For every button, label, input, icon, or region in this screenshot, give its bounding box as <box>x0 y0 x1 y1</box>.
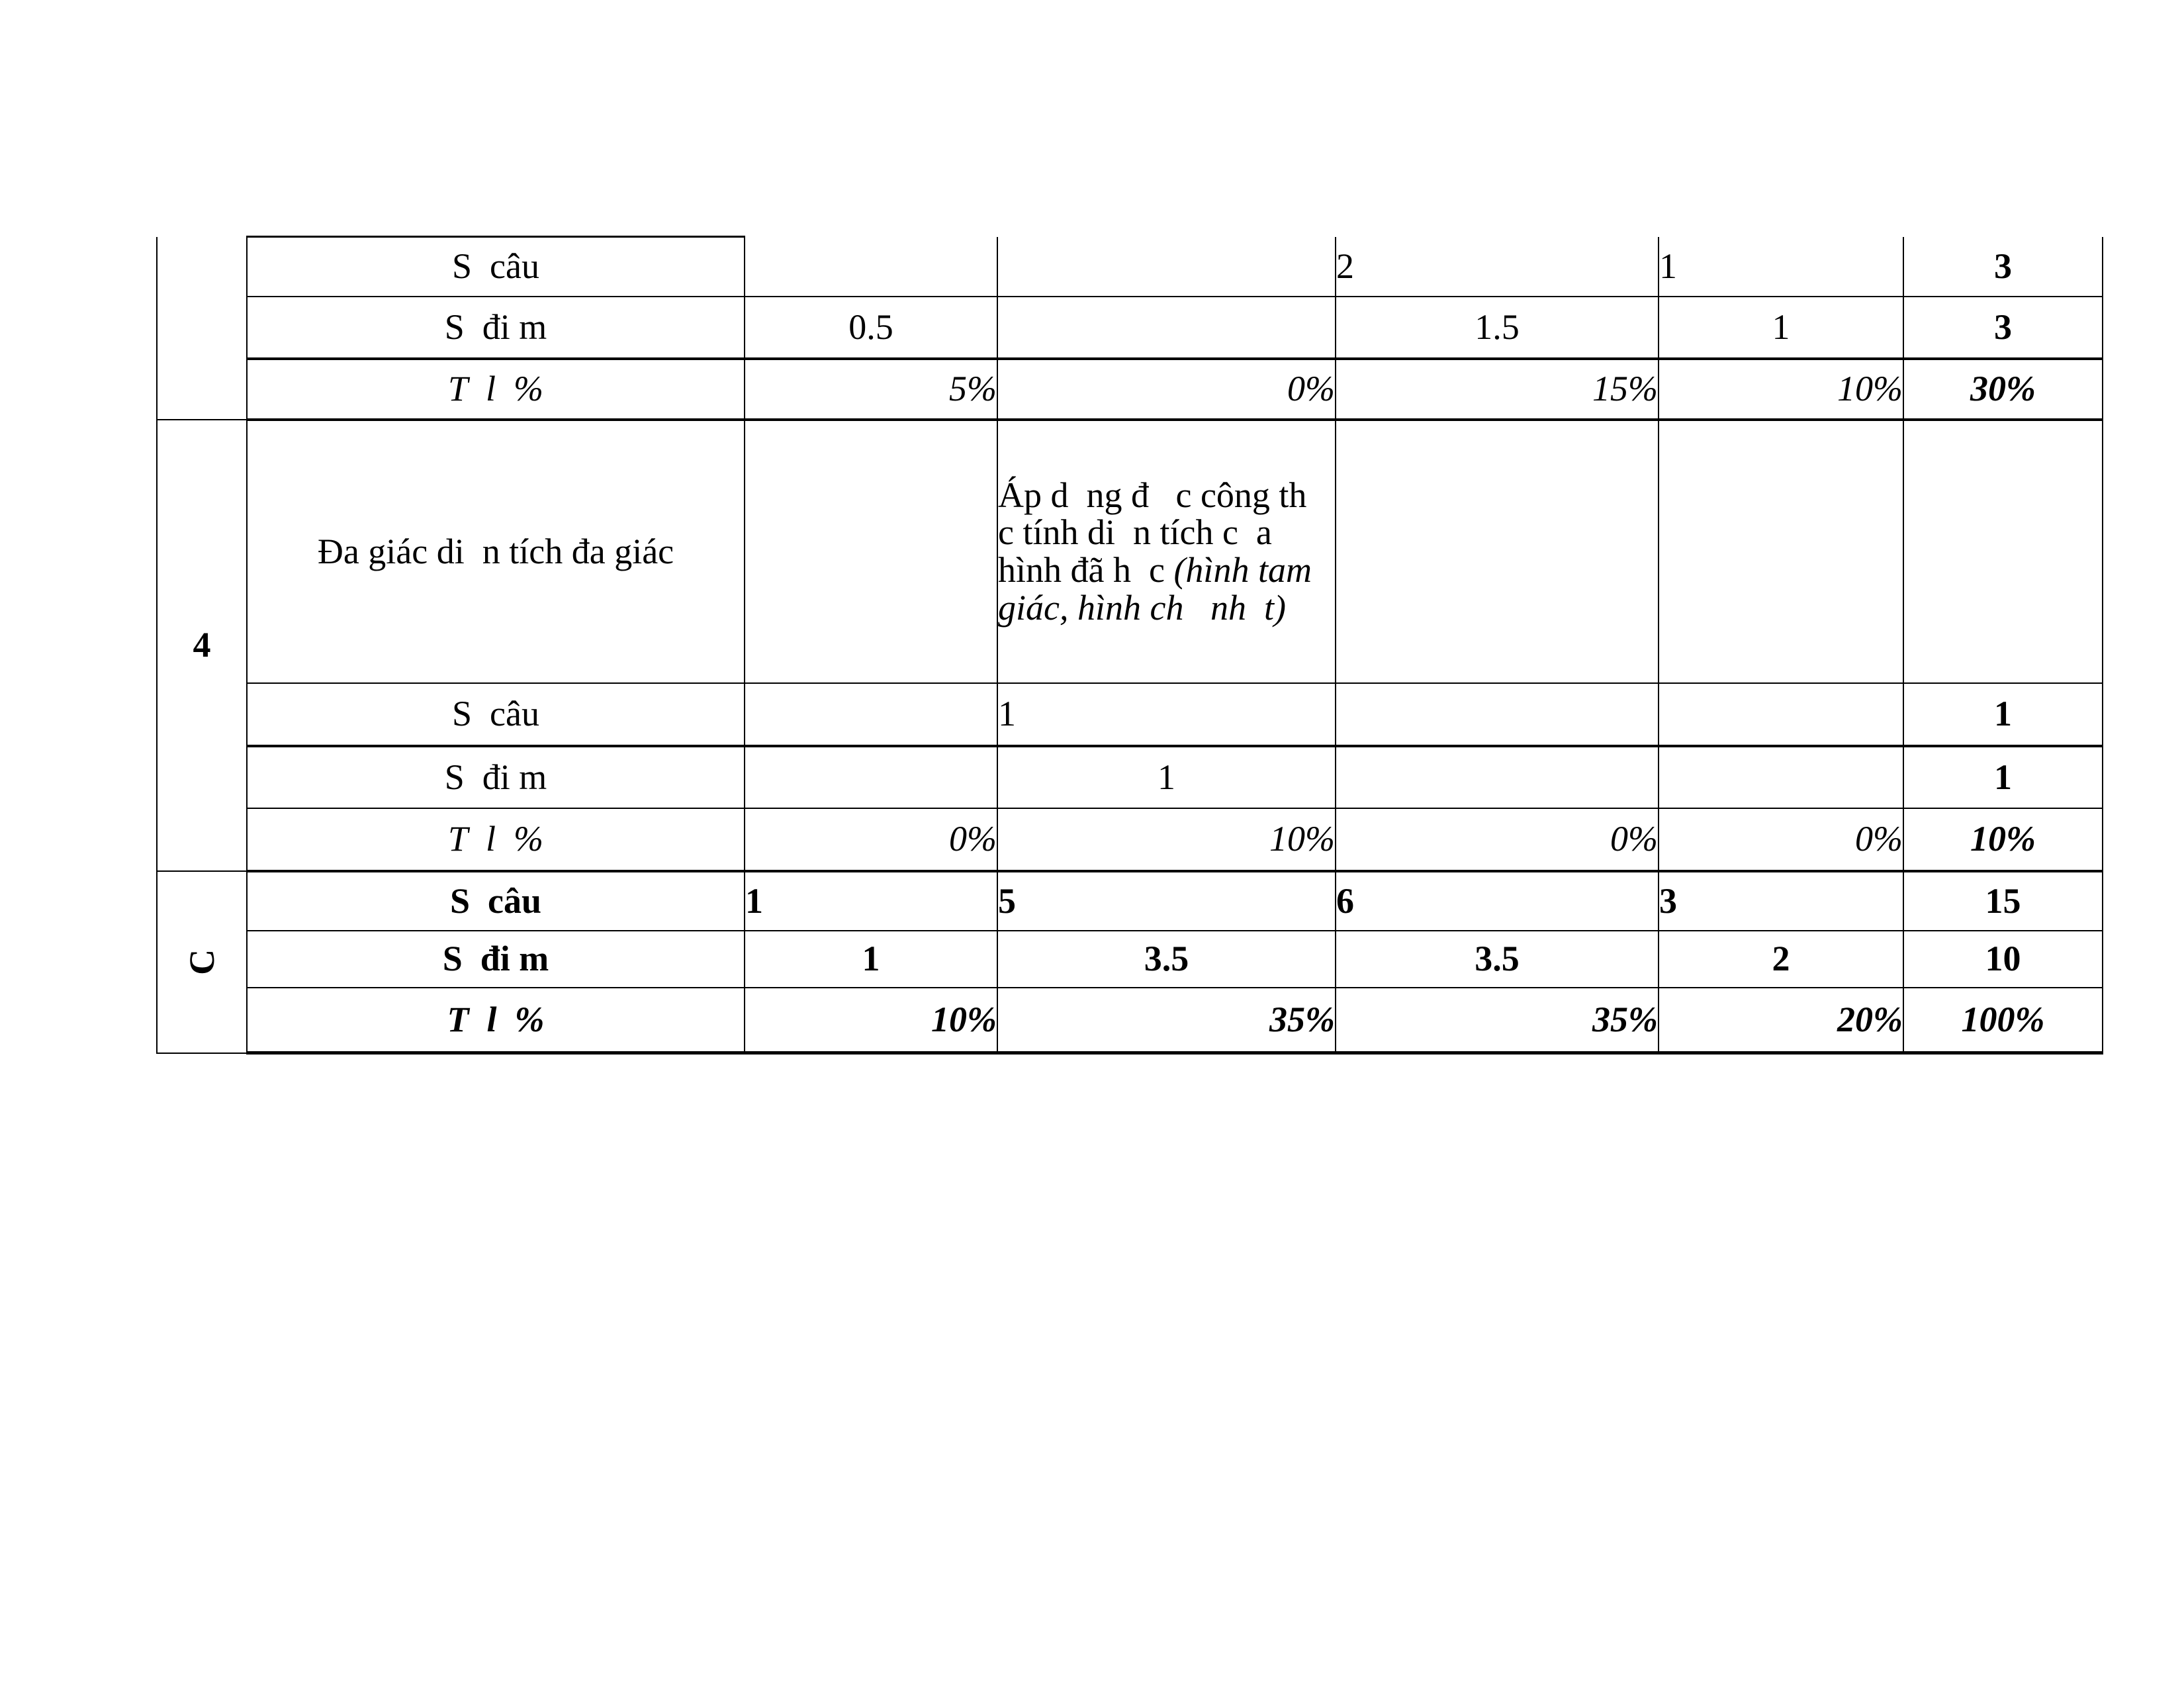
row-label: T l % <box>246 986 745 1055</box>
value-cell: 0% <box>1658 807 1904 872</box>
total-cell: 3 <box>1903 236 2103 297</box>
value-cell: 20% <box>1658 986 1904 1055</box>
total-cell: 30% <box>1903 357 2103 421</box>
value-cell <box>1335 745 1659 809</box>
value-cell: 1 <box>1658 295 1904 360</box>
value-cell: 1 <box>997 682 1336 747</box>
value-cell <box>744 418 998 684</box>
section-number-cell: 4 <box>156 418 248 872</box>
exam-matrix-table: S câu 2 1 3 S đi m 0.5 1.5 1 3 T l % 5% … <box>156 236 2103 1055</box>
row-label: S đi m <box>246 295 745 360</box>
value-cell: 10% <box>997 807 1336 872</box>
value-cell: 5% <box>744 357 998 421</box>
value-cell <box>744 682 998 747</box>
total-section-letter-cell: C <box>156 870 248 1054</box>
row-label: S câu <box>246 682 745 747</box>
value-cell <box>1335 418 1659 684</box>
value-cell: 35% <box>997 986 1336 1055</box>
value-cell: 15% <box>1335 357 1659 421</box>
value-cell: 1.5 <box>1335 295 1659 360</box>
value-cell <box>744 236 998 297</box>
value-cell: 3.5 <box>997 929 1336 988</box>
value-cell <box>744 745 998 809</box>
row-label: T l % <box>246 807 745 872</box>
total-cell: 1 <box>1903 682 2103 747</box>
total-cell <box>1903 418 2103 684</box>
total-cell: 3 <box>1903 295 2103 360</box>
value-cell: 6 <box>1335 870 1659 931</box>
total-cell: 100% <box>1903 986 2103 1055</box>
value-cell: 0% <box>997 357 1336 421</box>
value-cell: 0.5 <box>744 295 998 360</box>
row-label: S đi m <box>246 745 745 809</box>
value-cell: 3.5 <box>1335 929 1659 988</box>
value-cell: 0% <box>744 807 998 872</box>
value-cell: 35% <box>1335 986 1659 1055</box>
total-cell: 15 <box>1903 870 2103 931</box>
value-cell <box>997 295 1336 360</box>
value-cell: 0% <box>1335 807 1659 872</box>
value-cell <box>1658 745 1904 809</box>
note-text: Áp d ng đ c công th c tính di n tích c a… <box>998 475 1316 590</box>
value-cell <box>997 236 1336 297</box>
value-cell: 1 <box>997 745 1336 809</box>
total-cell: 10 <box>1903 929 2103 988</box>
value-cell <box>1658 418 1904 684</box>
value-cell: 3 <box>1658 870 1904 931</box>
row-label: S đi m <box>246 929 745 988</box>
value-cell: 2 <box>1658 929 1904 988</box>
row-label: T l % <box>246 357 745 421</box>
value-cell: 1 <box>744 929 998 988</box>
total-cell: 1 <box>1903 745 2103 809</box>
row-label: S câu <box>246 870 745 931</box>
value-cell: 10% <box>744 986 998 1055</box>
total-section-letter: C <box>181 949 222 975</box>
value-cell <box>1335 682 1659 747</box>
value-cell: 10% <box>1658 357 1904 421</box>
topic-cell: Đa giác di n tích đa giác <box>246 418 745 684</box>
section-number: 4 <box>193 625 211 665</box>
total-cell: 10% <box>1903 807 2103 872</box>
row-label: S câu <box>246 236 745 297</box>
value-cell: 1 <box>1658 236 1904 297</box>
value-cell: 5 <box>997 870 1336 931</box>
value-cell: 1 <box>744 870 998 931</box>
note-cell: Áp d ng đ c công th c tính di n tích c a… <box>997 418 1336 684</box>
section-number-cell-empty <box>156 236 248 420</box>
value-cell: 2 <box>1335 236 1659 297</box>
note-text-italic: (hình tam giác, hình ch nh t) <box>998 550 1312 628</box>
value-cell <box>1658 682 1904 747</box>
